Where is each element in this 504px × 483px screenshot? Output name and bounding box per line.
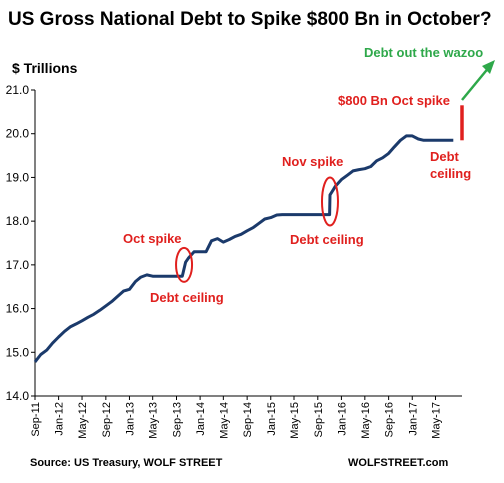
- x-ticks: Sep-11 Jan-12 May-12 Sep-12 Jan-13 May-13 Sep-…: [30, 396, 442, 439]
- x-tick-label: Sep-14: [242, 402, 254, 437]
- chart-title: US Gross National Debt to Spike $800 Bn …: [8, 9, 492, 30]
- y-tick-label: 17.0: [6, 258, 30, 272]
- y-tick-label: 21.0: [6, 83, 30, 97]
- highlight-ellipse: [175, 246, 194, 283]
- x-tick-label: May-12: [77, 402, 89, 439]
- annotation-oct-spike: Oct spike: [123, 231, 182, 246]
- debt-series-line: [33, 134, 454, 363]
- series-group: [33, 105, 464, 363]
- green-arrow-head: [482, 60, 495, 74]
- x-tick-label: Sep-15: [313, 402, 325, 437]
- highlight-ellipse: [320, 176, 339, 227]
- x-tick-label: Jan-12: [54, 402, 66, 436]
- source-note: Source: US Treasury, WOLF STREET: [30, 457, 223, 469]
- annotation-debt: Debt: [430, 149, 460, 164]
- x-tick-label: Sep-16: [384, 402, 396, 437]
- y-tick-label: 19.0: [6, 170, 30, 184]
- x-tick-label: May-15: [289, 402, 301, 439]
- x-tick-label: May-13: [148, 402, 160, 439]
- y-tick-label: 20.0: [6, 127, 30, 141]
- annotation-debt-out-the-wazoo: Debt out the wazoo: [364, 45, 483, 60]
- x-tick-label: Jan-15: [266, 402, 278, 436]
- highlight-group: [175, 176, 339, 283]
- annotations: Oct spike Debt ceiling Nov spike Debt ce…: [123, 45, 495, 305]
- green-arrow-shaft: [461, 65, 491, 101]
- x-tick-label: Jan-13: [124, 402, 136, 436]
- annotation-ceiling: ceiling: [430, 166, 471, 181]
- y-tick-label: 15.0: [6, 345, 30, 359]
- x-tick-label: Sep-11: [30, 402, 42, 437]
- y-axis-label: $ Trillions: [12, 60, 78, 76]
- y-tick-label: 16.0: [6, 302, 30, 316]
- plot-frame: [34, 90, 462, 397]
- x-tick-label: May-17: [430, 402, 442, 439]
- x-tick-label: Jan-14: [195, 402, 207, 436]
- x-tick-label: Sep-13: [171, 402, 183, 437]
- annotation-nov-spike: Nov spike: [282, 154, 343, 169]
- site-credit: WOLFSTREET.com: [348, 457, 448, 469]
- x-tick-label: Jan-17: [407, 402, 419, 436]
- x-tick-label: May-14: [218, 402, 230, 439]
- annotation-800bn-oct-spike: $800 Bn Oct spike: [338, 93, 450, 108]
- x-tick-label: May-16: [360, 402, 372, 439]
- x-tick-label: Jan-16: [336, 402, 348, 436]
- y-tick-label: 18.0: [6, 214, 30, 228]
- y-tick-label: 14.0: [6, 389, 30, 403]
- annotation-debt-ceiling-1: Debt ceiling: [150, 290, 224, 305]
- annotation-debt-ceiling-2: Debt ceiling: [290, 232, 364, 247]
- x-tick-label: Sep-12: [101, 402, 113, 437]
- y-ticks: 14.0 15.0 16.0 17.0 18.0 19.0 20.0 21.0: [6, 83, 35, 403]
